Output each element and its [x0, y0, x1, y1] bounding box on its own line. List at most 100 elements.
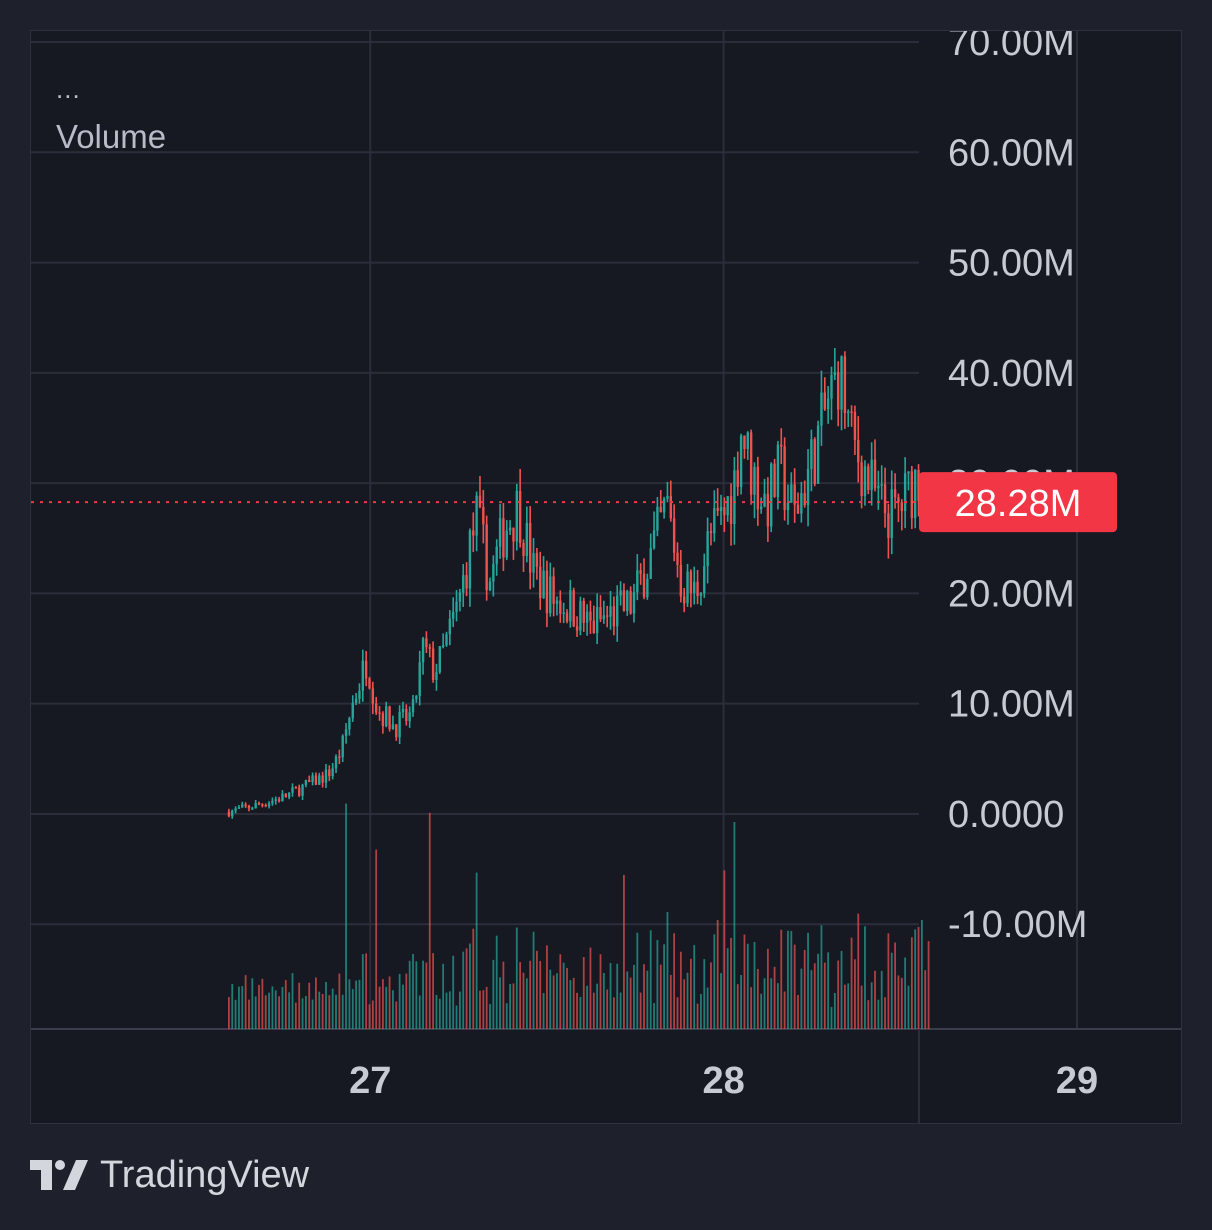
legend-more-icon[interactable]: ...	[56, 74, 81, 104]
candle-body	[294, 787, 298, 789]
volume-bar	[643, 964, 645, 1029]
volume-bar	[248, 999, 250, 1029]
candle-body	[468, 530, 472, 589]
volume-bar	[602, 973, 605, 1029]
volume-bar	[713, 934, 716, 1029]
candle-body	[542, 570, 545, 599]
volume-bar	[870, 982, 873, 1029]
volume-bar	[529, 960, 532, 1029]
volume-bar	[251, 978, 254, 1029]
volume-bar	[803, 949, 806, 1029]
candle-body	[689, 571, 693, 594]
volume-bar	[472, 928, 475, 1029]
volume-bar	[700, 994, 702, 1029]
candle-body	[870, 459, 873, 491]
volume-bar	[579, 996, 582, 1029]
candle-body	[395, 724, 398, 738]
volume-bar	[492, 959, 495, 1029]
candle-body	[569, 590, 572, 622]
candle-body	[462, 575, 465, 593]
volume-bar	[238, 986, 240, 1029]
candle-body	[652, 530, 656, 549]
volume-bar	[599, 954, 602, 1029]
candle-body	[592, 620, 596, 634]
volume-bar	[576, 992, 578, 1029]
volume-bar	[234, 999, 237, 1029]
candle-body	[616, 595, 619, 627]
candle-body	[535, 553, 539, 567]
x-tick-label: 29	[1056, 1060, 1098, 1102]
volume-bar	[810, 970, 813, 1029]
volume-bar	[666, 912, 669, 1029]
candle-body	[448, 618, 452, 635]
chart-pane[interactable]: 70.00M60.00M50.00M40.00M30.00M20.00M10.0…	[30, 30, 1182, 1124]
volume-bar	[669, 974, 672, 1029]
volume-bar	[612, 997, 615, 1029]
candle-body	[796, 504, 800, 514]
volume-bar	[746, 943, 749, 1029]
candle-body	[277, 799, 281, 802]
volume-bar	[606, 989, 609, 1029]
candle-body	[257, 803, 261, 805]
candle-body	[451, 611, 455, 619]
candle-body	[676, 552, 679, 565]
volume-histogram	[227, 803, 930, 1029]
volume-bar	[716, 920, 719, 1029]
candle-body	[786, 502, 790, 510]
volume-bar	[458, 991, 461, 1029]
volume-bar	[780, 929, 783, 1029]
candle-body	[518, 490, 522, 543]
axes[interactable]: 70.00M60.00M50.00M40.00M30.00M20.00M10.0…	[349, 31, 1117, 1102]
volume-bar	[706, 987, 709, 1029]
volume-bar	[914, 929, 917, 1029]
y-tick-label: 60.00M	[948, 132, 1075, 174]
candle-body	[693, 581, 696, 594]
volume-bar	[556, 973, 558, 1029]
candle-body	[897, 497, 900, 503]
legend-title: Volume	[56, 118, 167, 155]
candle-body	[813, 439, 816, 484]
volume-bar	[375, 849, 378, 1029]
volume-bar	[371, 1000, 374, 1029]
candle-body	[274, 799, 277, 801]
volume-bar	[850, 937, 853, 1029]
candle-body	[378, 712, 381, 714]
volume-bar	[572, 977, 575, 1029]
volume-bar	[616, 963, 619, 1029]
volume-bar	[783, 991, 786, 1029]
volume-bar	[428, 812, 431, 1029]
candle-body	[826, 398, 830, 410]
candle-body	[823, 392, 826, 410]
volume-bar	[355, 980, 358, 1029]
candle-body	[431, 648, 435, 680]
candle-body	[790, 484, 793, 503]
chart-canvas[interactable]: 70.00M60.00M50.00M40.00M30.00M20.00M10.0…	[31, 31, 1182, 1124]
candle-body	[438, 646, 442, 673]
candle-body	[525, 522, 529, 556]
volume-bar	[840, 950, 843, 1029]
volume-bar	[582, 957, 585, 1029]
candle-body	[488, 581, 492, 591]
volume-bar	[415, 961, 418, 1029]
candle-body	[371, 688, 375, 704]
candle-body	[401, 708, 405, 713]
candle-body	[836, 372, 840, 410]
candle-body	[699, 593, 703, 596]
volume-bar	[418, 995, 421, 1029]
volume-bar	[686, 972, 689, 1029]
volume-bar	[298, 982, 301, 1029]
volume-bar	[777, 983, 779, 1029]
volume-bar	[756, 968, 759, 1029]
volume-bar	[723, 870, 726, 1029]
volume-bar	[244, 975, 247, 1029]
volume-bar	[341, 994, 344, 1029]
footer-attribution[interactable]: TradingView	[30, 1150, 309, 1200]
volume-bar	[649, 930, 652, 1029]
x-tick-label: 27	[349, 1060, 391, 1102]
candle-body	[287, 792, 291, 798]
candle-body	[716, 508, 719, 511]
volume-bar	[398, 973, 401, 1029]
candle-body	[311, 775, 314, 782]
candle-body	[703, 566, 706, 594]
volume-bar	[830, 1006, 833, 1029]
